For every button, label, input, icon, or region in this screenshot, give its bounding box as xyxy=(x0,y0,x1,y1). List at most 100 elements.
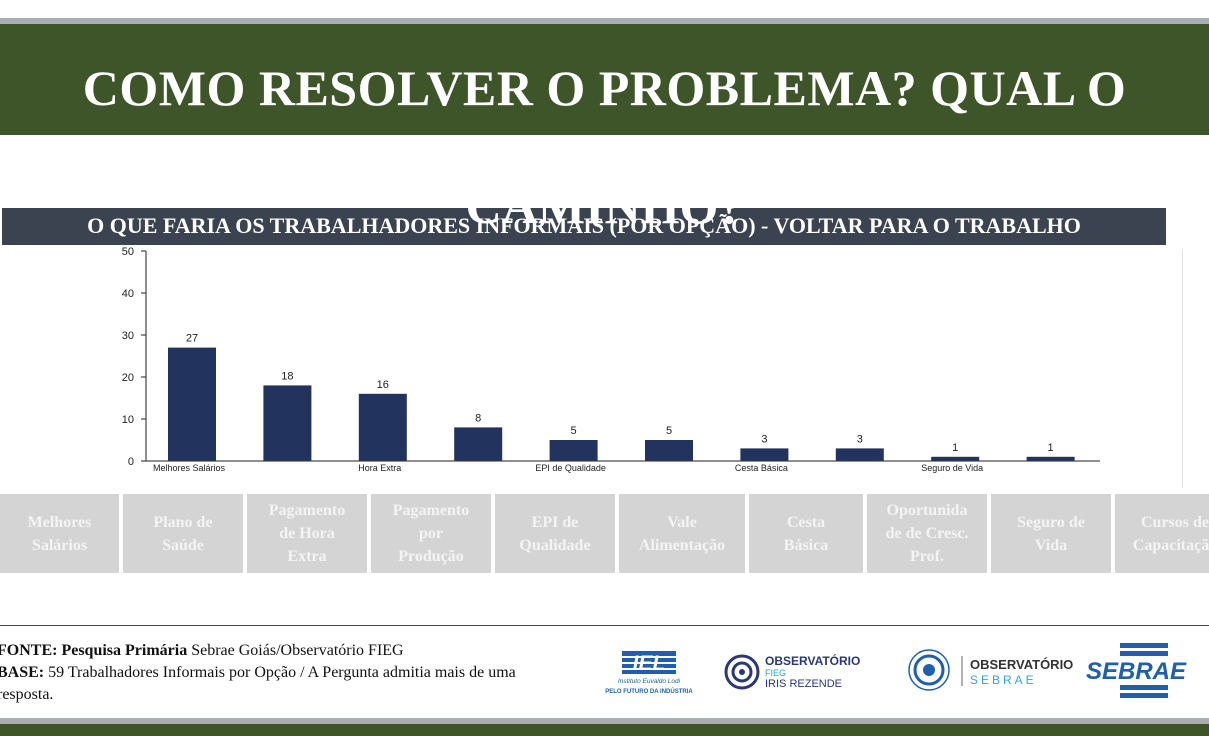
option-box-melhores-salarios: Melhores Salários xyxy=(0,494,119,573)
option-label-line: Qualidade xyxy=(519,536,591,554)
option-label: Melhores Salários xyxy=(28,511,92,557)
iel-logo: IEL Instituto Euvaldo Lodi PELO FUTURO D… xyxy=(605,651,693,695)
page-title: COMO RESOLVER O PROBLEMA? QUAL O xyxy=(82,60,1127,116)
y-tick-label: 20 xyxy=(122,372,134,384)
option-label-line: Seguro de xyxy=(1017,513,1085,531)
x-tick-label: Melhores Salários xyxy=(153,463,226,473)
option-box-pagamento-hora-extra: Pagamento de Hora Extra xyxy=(247,494,367,573)
option-box-pagamento-por-producao: Pagamento por Produção xyxy=(371,494,491,573)
bar xyxy=(168,347,216,461)
option-label-line: Plano de xyxy=(153,513,213,531)
bar xyxy=(549,440,598,461)
options-row: Melhores Salários Plano de Saúde Pagamento de… xyxy=(0,494,1209,574)
fonte-line: FONTE: Pesquisa Primária Sebrae Goiás/Ob… xyxy=(0,640,597,662)
option-label-line: Salários xyxy=(31,536,88,554)
y-tick-label: 30 xyxy=(122,330,134,342)
option-label-line: Cursos de xyxy=(1140,513,1209,531)
option-label: Cursos de Capacitação xyxy=(1133,511,1209,557)
option-box-vale-alimentacao: Vale Alimentação xyxy=(619,494,745,573)
option-label-line: Saúde xyxy=(162,536,204,554)
option-box-oportunidade-cresc-prof: Oportunida de de Cresc. Prof. xyxy=(867,494,987,573)
option-label-line: Cesta xyxy=(786,513,826,531)
option-label: Oportunida de de Cresc. Prof. xyxy=(886,499,969,568)
obs-sebrae-line2: SEBRAE xyxy=(970,673,1037,687)
option-label-line: Extra xyxy=(287,548,327,565)
option-label-line: Prof. xyxy=(910,548,944,565)
option-label-line: Básica xyxy=(783,536,829,554)
option-label-line: Alimentação xyxy=(638,536,726,554)
data-label: 18 xyxy=(281,370,293,382)
option-label-line: Vale xyxy=(667,513,697,531)
option-label-line: de Hora xyxy=(279,525,335,542)
obs-sebrae-title: OBSERVATÓRIO xyxy=(970,657,1073,672)
option-box-cursos-de-capacitacao: Cursos de Capacitação xyxy=(1115,494,1209,573)
option-box-cesta-basica: Cesta Básica xyxy=(749,494,863,573)
bar xyxy=(931,456,980,461)
bar xyxy=(358,393,407,461)
option-label-line: Oportunida xyxy=(886,502,968,519)
option-label: Vale Alimentação xyxy=(639,511,725,557)
base-line: BASE: 59 Trabalhadores Informais por Opç… xyxy=(0,662,597,684)
subtitle-bar xyxy=(2,208,1166,245)
bar xyxy=(740,448,789,461)
option-box-epi-de-qualidade: EPI de Qualidade xyxy=(495,494,615,573)
y-tick-label: 40 xyxy=(122,288,134,300)
observatorio-sebrae-logo: OBSERVATÓRIO SEBRAE xyxy=(908,649,1073,691)
obs-fieg-title: OBSERVATÓRIO xyxy=(765,653,860,668)
option-label: Cesta Básica xyxy=(784,511,828,557)
option-label-line: Pagamento xyxy=(268,502,346,519)
data-label: 16 xyxy=(377,379,389,391)
x-tick-label: Cesta Básica xyxy=(735,463,788,473)
data-label: 27 xyxy=(186,333,198,345)
bar xyxy=(835,448,884,461)
option-label: EPI de Qualidade xyxy=(519,511,590,557)
iel-mark: IEL xyxy=(633,652,666,675)
bar xyxy=(454,427,503,461)
base-text: 59 Trabalhadores Informais por Opção / A… xyxy=(48,664,516,681)
option-label-line: EPI de xyxy=(531,513,579,531)
x-tick-label: EPI de Qualidade xyxy=(535,463,606,473)
x-tick-label: Seguro de Vida xyxy=(921,463,983,473)
data-label: 5 xyxy=(571,425,577,437)
partner-logos: IEL Instituto Euvaldo Lodi PELO FUTURO D… xyxy=(605,643,1187,698)
sebrae-logo: SEBRAE xyxy=(1086,643,1187,698)
data-label: 1 xyxy=(952,442,958,454)
fonte-label: FONTE: xyxy=(0,642,58,659)
data-label: 8 xyxy=(475,412,481,424)
bar xyxy=(263,385,312,461)
x-tick-label: Hora Extra xyxy=(358,463,401,473)
option-label: Seguro de Vida xyxy=(1017,511,1085,557)
y-tick-label: 10 xyxy=(122,414,134,426)
option-label-line: por xyxy=(419,525,443,542)
bar xyxy=(1026,456,1075,461)
bottom-stripe xyxy=(0,718,1209,724)
option-label-line: Vida xyxy=(1034,536,1068,554)
base-line-2: resposta. xyxy=(0,686,54,703)
chart-subtitle: O QUE FARIA OS TRABALHADORES INFORMAIS (… xyxy=(87,213,1081,238)
slide-divider-line xyxy=(1182,250,1183,488)
option-box-plano-de-saude: Plano de Saúde xyxy=(123,494,243,573)
page-title-continuation: CAMINHO? xyxy=(465,178,744,234)
option-label: Pagamento de Hora Extra xyxy=(269,499,345,568)
data-label: 5 xyxy=(666,425,672,437)
y-tick-label: 0 xyxy=(128,456,134,468)
iel-tagline: PELO FUTURO DA INDÚSTRIA xyxy=(605,688,693,695)
option-label-line: Pagamento xyxy=(392,502,470,519)
option-label-line: Produção xyxy=(398,548,464,565)
footer-divider xyxy=(0,625,1209,626)
data-label: 1 xyxy=(1048,442,1054,454)
bar xyxy=(645,440,693,461)
title-banner xyxy=(0,24,1209,135)
bottom-bar xyxy=(0,724,1209,736)
observatorio-fieg-logo: OBSERVATÓRIO FIEG IRIS REZENDE xyxy=(724,653,860,690)
y-tick-label: 50 xyxy=(122,246,134,258)
base-label: BASE: xyxy=(0,664,45,681)
fonte-source: Pesquisa Primária xyxy=(61,642,188,659)
source-note: FONTE: Pesquisa Primária Sebrae Goiás/Ob… xyxy=(0,640,597,706)
top-stripe xyxy=(0,18,1209,24)
option-label-line: Melhores xyxy=(27,513,92,531)
fonte-rest: Sebrae Goiás/Observatório FIEG xyxy=(191,642,404,659)
option-box-seguro-de-vida: Seguro de Vida xyxy=(991,494,1111,573)
option-label: Pagamento por Produção xyxy=(393,499,469,568)
